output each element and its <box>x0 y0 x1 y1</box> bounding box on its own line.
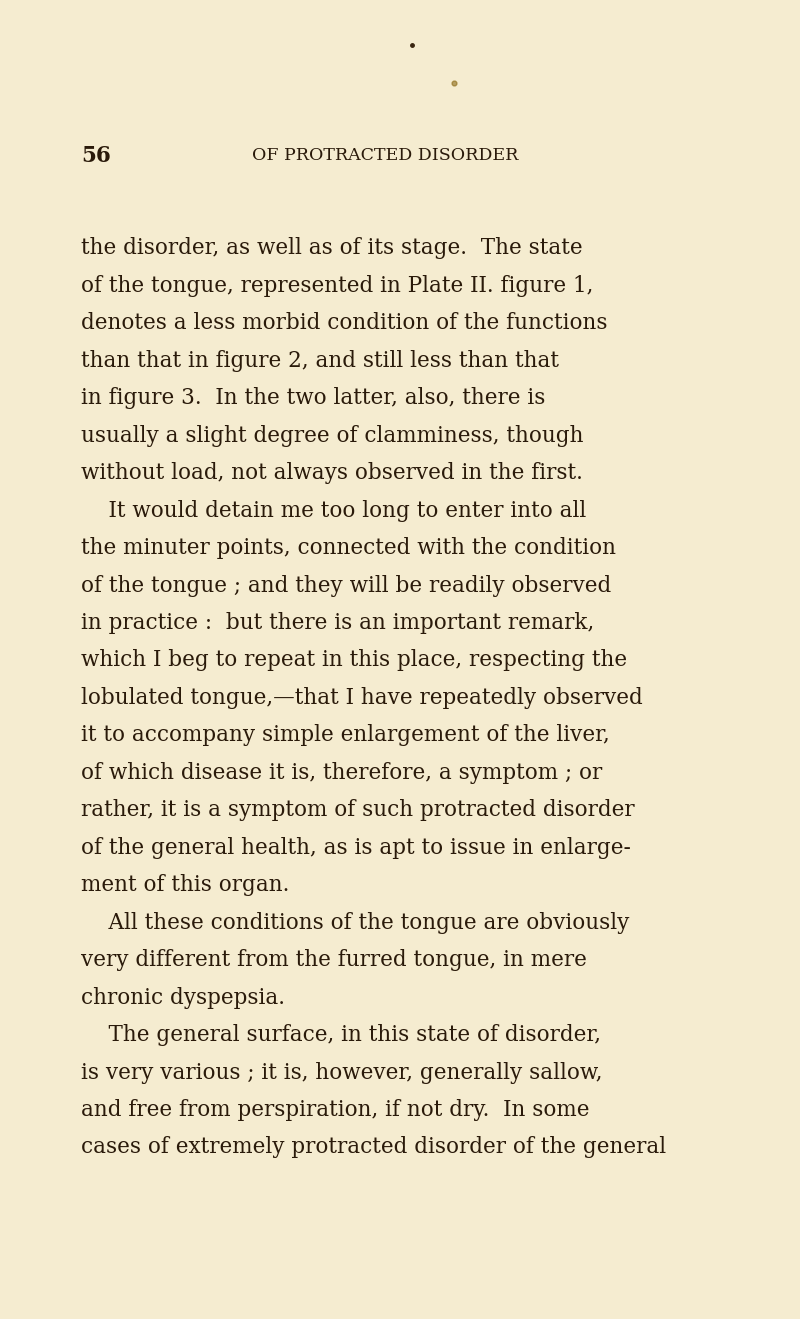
Text: of the general health, as is apt to issue in enlarge-: of the general health, as is apt to issu… <box>81 836 630 859</box>
Text: It would detain me too long to enter into all: It would detain me too long to enter int… <box>81 500 586 521</box>
Text: in figure 3.  In the two latter, also, there is: in figure 3. In the two latter, also, th… <box>81 388 546 409</box>
Text: it to accompany simple enlargement of the liver,: it to accompany simple enlargement of th… <box>81 724 610 747</box>
Text: than that in figure 2, and still less than that: than that in figure 2, and still less th… <box>81 350 559 372</box>
Text: All these conditions of the tongue are obviously: All these conditions of the tongue are o… <box>81 911 630 934</box>
Text: without load, not always observed in the first.: without load, not always observed in the… <box>81 462 582 484</box>
Text: denotes a less morbid condition of the functions: denotes a less morbid condition of the f… <box>81 313 607 334</box>
Text: very different from the furred tongue, in mere: very different from the furred tongue, i… <box>81 950 586 971</box>
Text: usually a slight degree of clamminess, though: usually a slight degree of clamminess, t… <box>81 425 583 447</box>
Text: The general surface, in this state of disorder,: The general surface, in this state of di… <box>81 1024 601 1046</box>
Text: of the tongue, represented in Plate II. figure 1,: of the tongue, represented in Plate II. … <box>81 274 594 297</box>
Text: OF PROTRACTED DISORDER: OF PROTRACTED DISORDER <box>252 148 518 164</box>
Text: lobulated tongue,—that I have repeatedly observed: lobulated tongue,—that I have repeatedly… <box>81 687 642 708</box>
Text: chronic dyspepsia.: chronic dyspepsia. <box>81 987 285 1009</box>
Text: 56: 56 <box>81 145 110 166</box>
Text: is very various ; it is, however, generally sallow,: is very various ; it is, however, genera… <box>81 1062 602 1083</box>
FancyBboxPatch shape <box>0 0 770 1319</box>
Text: ment of this organ.: ment of this organ. <box>81 874 290 896</box>
Text: cases of extremely protracted disorder of the general: cases of extremely protracted disorder o… <box>81 1137 666 1158</box>
Text: which I beg to repeat in this place, respecting the: which I beg to repeat in this place, res… <box>81 649 627 671</box>
Text: rather, it is a symptom of such protracted disorder: rather, it is a symptom of such protract… <box>81 799 634 822</box>
Text: the disorder, as well as of its stage.  The state: the disorder, as well as of its stage. T… <box>81 237 582 260</box>
Text: the minuter points, connected with the condition: the minuter points, connected with the c… <box>81 537 616 559</box>
Text: of which disease it is, therefore, a symptom ; or: of which disease it is, therefore, a sym… <box>81 762 602 783</box>
Text: of the tongue ; and they will be readily observed: of the tongue ; and they will be readily… <box>81 575 611 596</box>
Text: in practice :  but there is an important remark,: in practice : but there is an important … <box>81 612 594 634</box>
Text: and free from perspiration, if not dry.  In some: and free from perspiration, if not dry. … <box>81 1099 590 1121</box>
